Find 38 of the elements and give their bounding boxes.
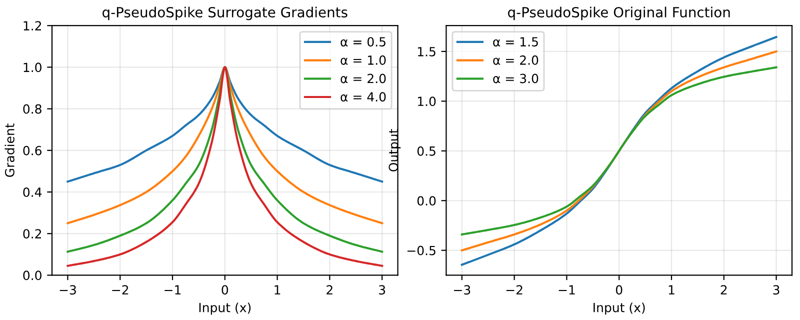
y-tick-label: 0.6 [23,146,42,156]
legend-label: α = 1.5 [493,37,538,47]
y-tick-label: 0.2 [23,229,42,239]
y-tick-label: 0.8 [23,104,42,114]
y-tick-label: 0.4 [23,187,42,197]
x-tick-label: 0 [222,285,228,295]
legend-label: α = 0.5 [340,37,386,47]
y-tick-label: −0.5 [407,246,436,256]
x-tick-label: −1 [164,285,181,294]
x-tick-label: −2 [112,285,128,294]
legend-label: α = 4.0 [340,92,386,102]
legend-label: α = 2.0 [340,74,386,84]
chart-title: q-PseudoSpike Surrogate Gradients [102,6,348,20]
y-axis-title: Gradient [4,123,14,177]
x-axis-title: Input (x) [594,302,645,315]
x-tick-label: 2 [326,285,332,294]
x-tick-label: 3 [773,285,780,295]
x-tick-label: 2 [720,285,727,294]
x-tick-label: −1 [558,285,575,294]
chart-title: q-PseudoSpike Original Function [508,6,730,20]
x-axis-title: Input (x) [199,302,251,315]
x-tick-label: −2 [506,285,522,294]
y-tick-label: 0.0 [23,270,42,280]
legend-label: α = 1.0 [340,55,386,65]
y-tick-label: 1.2 [24,21,42,30]
x-tick-label: 1 [274,285,280,294]
x-tick-label: −3 [454,285,470,295]
y-tick-label: 1.5 [418,47,436,56]
y-tick-label: 1.0 [418,96,436,106]
x-tick-label: 3 [379,285,386,295]
x-tick-label: −3 [60,285,76,295]
y-tick-label: 0.5 [417,146,436,156]
y-tick-label: 0.0 [417,196,436,206]
x-tick-label: 1 [668,285,674,294]
legend-label: α = 2.0 [493,55,538,65]
y-tick-label: 1.0 [24,62,42,72]
x-tick-label: 0 [616,285,622,295]
legend-label: α = 3.0 [493,74,538,84]
